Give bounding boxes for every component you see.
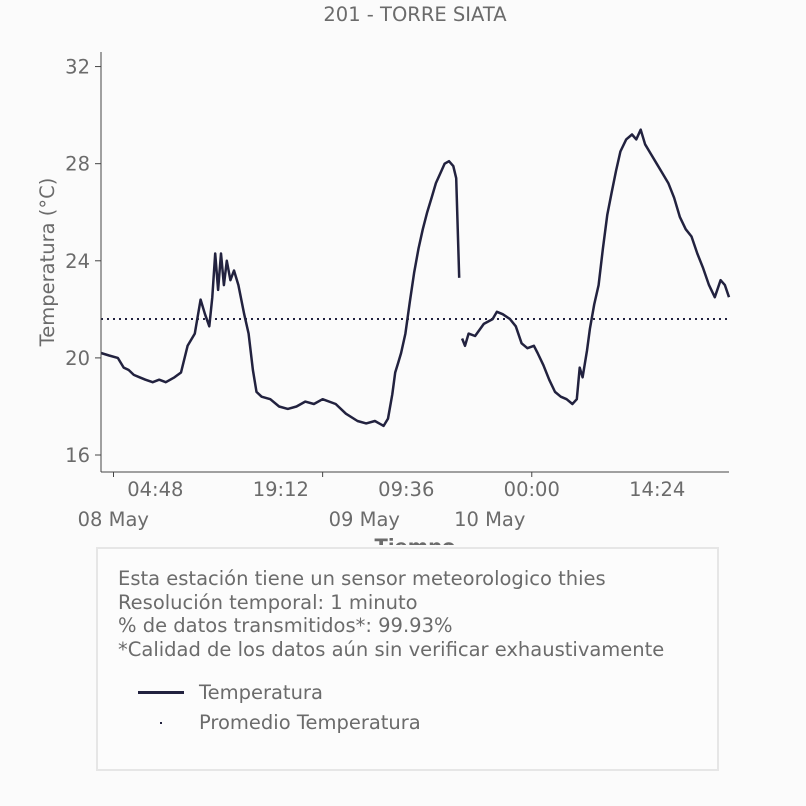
x-axis-label: Tiempo — [375, 535, 456, 545]
legend-solid-line-swatch — [138, 691, 184, 694]
temperature-series-line-2 — [460, 128, 731, 406]
temperature-series-line-1 — [100, 159, 461, 428]
info-quality-note: *Calidad de los datos aún sin verificar … — [118, 638, 665, 661]
temperature-chart: 201 - TORRE SIATA 16 20 24 28 32 04:48 08 May… — [36, 3, 731, 545]
y-tick-label: 16 — [65, 444, 90, 467]
x-tick-label: 14:24 — [629, 478, 685, 501]
chart-title: 201 - TORRE SIATA — [323, 3, 507, 26]
station-info-box: Esta estación tiene un sensor meteorolog… — [96, 547, 719, 771]
y-axis-label: Temperatura (°C) — [36, 178, 59, 348]
y-tick-label: 32 — [65, 56, 90, 79]
x-axis-ticks: 04:48 08 May 19:12 09:36 09 May 00:00 10 May 14… — [78, 472, 685, 531]
y-tick-label: 20 — [65, 347, 90, 370]
y-tick-label: 24 — [65, 250, 90, 273]
y-axis-ticks: 16 20 24 28 32 — [65, 56, 101, 467]
info-resolution-text: Resolución temporal: 1 minuto — [118, 591, 418, 614]
legend-dot-swatch — [160, 722, 162, 724]
y-tick-label: 28 — [65, 153, 90, 176]
legend-label-temperatura: Temperatura — [199, 681, 323, 704]
plot-area — [100, 128, 731, 428]
x-tick-label: 04:48 — [127, 478, 183, 501]
info-sensor-text: Esta estación tiene un sensor meteorolog… — [118, 567, 606, 590]
x-date-label: 10 May — [454, 508, 525, 531]
info-transmitted-text: % de datos transmitidos*: 99.93% — [118, 614, 453, 637]
x-tick-label: 09:36 — [378, 478, 434, 501]
x-tick-label: 19:12 — [253, 478, 309, 501]
x-date-label: 08 May — [78, 508, 149, 531]
legend-label-promedio: Promedio Temperatura — [199, 711, 421, 734]
x-tick-label: 00:00 — [504, 478, 560, 501]
x-date-label: 09 May — [329, 508, 400, 531]
